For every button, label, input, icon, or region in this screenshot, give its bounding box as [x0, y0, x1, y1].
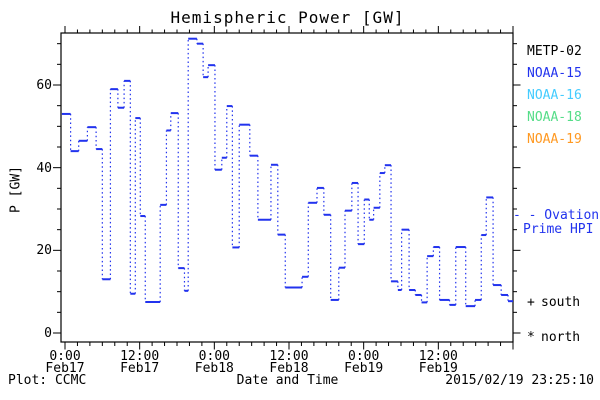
x-tick-label: 12:00 Feb17	[108, 349, 172, 376]
south-marker-label: south	[541, 295, 581, 310]
x-tick-label: 12:00 Feb19	[406, 349, 470, 376]
series-note-line2: Prime HPI	[523, 222, 594, 237]
x-tick-date: Feb17	[45, 361, 85, 376]
x-tick-time: 0:00	[348, 349, 380, 364]
plus-marker-icon: +	[527, 295, 535, 310]
x-tick-date: Feb19	[344, 361, 384, 376]
x-tick-label: 0:00 Feb17	[33, 349, 97, 376]
chart-title: Hemispheric Power [GW]	[170, 8, 405, 27]
y-tick-label: 60	[36, 78, 52, 93]
x-tick-time: 0:00	[198, 349, 230, 364]
legend-item-metp-02: METP-02	[527, 44, 582, 59]
legend-item-noaa-19: NOAA-19	[527, 132, 582, 147]
legend-item-noaa-16: NOAA-16	[527, 88, 582, 103]
north-marker-legend: * north	[527, 330, 580, 345]
x-axis-label: Date and Time	[236, 373, 339, 388]
south-marker-legend: + south	[527, 295, 580, 310]
plot-border	[60, 32, 514, 343]
x-tick-time: 12:00	[418, 349, 458, 364]
legend-item-noaa-15: NOAA-15	[527, 66, 582, 81]
y-axis-label: P [GW]	[8, 166, 24, 213]
x-tick-date: Feb18	[194, 361, 234, 376]
asterisk-marker-icon: *	[527, 330, 535, 345]
north-marker-label: north	[541, 330, 581, 345]
plot-credit: Plot: CCMC	[8, 373, 87, 388]
x-tick-time: 0:00	[49, 349, 81, 364]
series-note-line1: - - Ovation	[513, 208, 600, 223]
y-tick-label: 20	[36, 243, 52, 259]
x-tick-label: 12:00 Feb18	[257, 349, 321, 376]
plot-timestamp: 2015/02/19 23:25:10	[445, 373, 594, 388]
y-tick-label: 0	[44, 326, 52, 341]
x-tick-label: 0:00 Feb18	[182, 349, 246, 376]
x-tick-time: 12:00	[120, 349, 160, 364]
x-tick-label: 0:00 Feb19	[332, 349, 396, 376]
x-tick-date: Feb18	[269, 361, 309, 376]
y-tick-label: 40	[36, 160, 52, 176]
x-tick-date: Feb17	[120, 361, 160, 376]
x-tick-time: 12:00	[269, 349, 309, 364]
legend-item-noaa-18: NOAA-18	[527, 110, 582, 125]
x-tick-date: Feb19	[418, 361, 458, 376]
